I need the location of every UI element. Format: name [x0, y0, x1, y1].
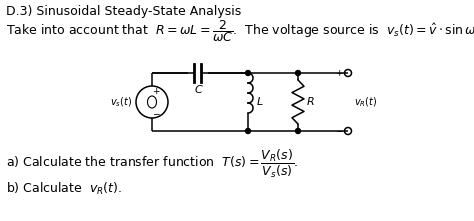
Text: +: + [152, 86, 160, 95]
Text: −: − [152, 109, 160, 118]
Text: C: C [194, 85, 202, 95]
Text: D.3) Sinusoidal Steady-State Analysis: D.3) Sinusoidal Steady-State Analysis [6, 5, 241, 18]
Text: L: L [257, 97, 263, 107]
Text: $v_s(t)$: $v_s(t)$ [110, 95, 132, 109]
Circle shape [295, 128, 301, 133]
Text: R: R [307, 97, 315, 107]
Text: +: + [335, 69, 343, 78]
Text: Take into account that  $R = \omega L = \dfrac{2}{\omega C}$.  The voltage sourc: Take into account that $R = \omega L = \… [6, 18, 474, 44]
Text: a) Calculate the transfer function  $T(s) = \dfrac{V_R(s)}{V_s(s)}$.: a) Calculate the transfer function $T(s)… [6, 148, 298, 180]
Text: $v_R(t)$: $v_R(t)$ [354, 95, 377, 109]
Text: −: − [335, 126, 343, 135]
Circle shape [295, 70, 301, 76]
Circle shape [246, 128, 250, 133]
Circle shape [246, 70, 250, 76]
Text: b) Calculate  $v_R(t)$.: b) Calculate $v_R(t)$. [6, 181, 122, 197]
